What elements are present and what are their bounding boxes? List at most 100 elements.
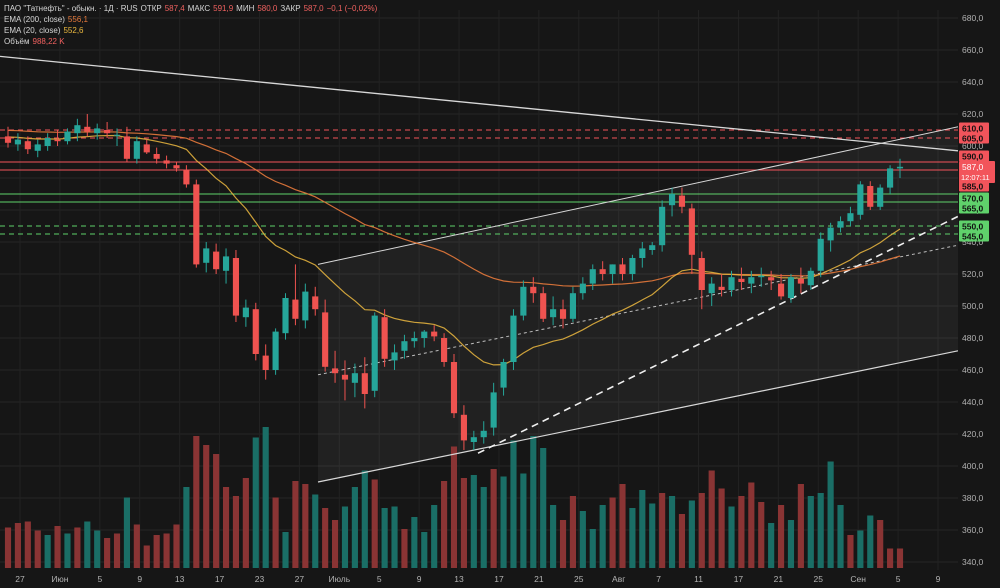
candle-down bbox=[331, 350, 339, 383]
volume-bar bbox=[341, 506, 349, 568]
volume-row[interactable]: Объём 988,22 K bbox=[4, 36, 377, 47]
ema20-row[interactable]: EMA (20, close) 552,6 bbox=[4, 25, 377, 36]
volume-bar bbox=[312, 494, 319, 568]
price-tick-label: 480,0 bbox=[962, 333, 984, 343]
volume-label: Объём bbox=[4, 37, 30, 46]
candle-up bbox=[222, 248, 230, 284]
volume-bar bbox=[4, 527, 12, 568]
channel-fill bbox=[318, 126, 958, 483]
candle-down bbox=[84, 114, 91, 137]
candle-down bbox=[312, 286, 319, 316]
volume-bar bbox=[282, 532, 289, 568]
volume-bar bbox=[14, 523, 21, 568]
candle-up bbox=[639, 242, 646, 268]
volume-bar bbox=[441, 481, 448, 568]
volume-bar bbox=[599, 505, 606, 568]
candle-body bbox=[629, 258, 636, 274]
candle-up bbox=[668, 187, 676, 217]
candle-body bbox=[213, 251, 220, 270]
candle-up bbox=[817, 232, 824, 278]
trend-lines bbox=[0, 55, 959, 483]
level-tag bbox=[959, 202, 989, 214]
channel-shading bbox=[318, 126, 958, 483]
time-tick-label: 7 bbox=[656, 574, 661, 584]
volume-bar bbox=[222, 487, 230, 568]
candle-body bbox=[84, 126, 91, 132]
price-tick-label: 340,0 bbox=[962, 557, 984, 567]
candle-down bbox=[431, 325, 438, 342]
volume-bar bbox=[411, 517, 418, 568]
candle-body bbox=[34, 144, 41, 151]
candle-down bbox=[232, 250, 240, 322]
candle-up bbox=[242, 299, 249, 327]
volume-bar bbox=[322, 508, 329, 568]
level-tag bbox=[959, 180, 989, 192]
volume-bar bbox=[351, 487, 358, 568]
volume-bar bbox=[242, 478, 249, 568]
current-price-label: 587,0 bbox=[962, 162, 984, 172]
price-tick-label: 520,0 bbox=[962, 269, 984, 279]
volume-bar bbox=[896, 548, 904, 568]
candle-down bbox=[193, 179, 200, 268]
candle-up bbox=[94, 123, 101, 140]
candle-body bbox=[14, 139, 21, 145]
volume-bar bbox=[470, 475, 477, 568]
time-tick-label: 21 bbox=[774, 574, 784, 584]
candle-body bbox=[252, 309, 259, 354]
low-label: МИН bbox=[236, 4, 255, 13]
candle-up bbox=[837, 216, 844, 233]
candle-up bbox=[847, 206, 854, 226]
volume-bar bbox=[559, 520, 567, 568]
candle-up bbox=[470, 430, 477, 450]
ema200-label: EMA (200, close) bbox=[4, 15, 65, 24]
candle-up bbox=[371, 312, 378, 398]
volume-bar bbox=[540, 448, 547, 568]
candle-body bbox=[748, 277, 755, 284]
time-tick-label: 11 bbox=[694, 574, 703, 584]
volume-bar bbox=[421, 532, 428, 568]
candle-body bbox=[123, 136, 131, 159]
time-tick-label: 9 bbox=[137, 574, 142, 584]
time-tick-label: 21 bbox=[534, 574, 544, 584]
volume-bar bbox=[688, 500, 695, 568]
candle-down bbox=[24, 136, 31, 154]
candle-down bbox=[797, 267, 804, 294]
candle-up bbox=[480, 421, 487, 444]
level-tag-label: 610,0 bbox=[962, 124, 984, 134]
time-tick-label: 17 bbox=[215, 574, 225, 584]
candle-up bbox=[807, 267, 814, 290]
candle-body bbox=[104, 130, 111, 134]
price-tick-label: 440,0 bbox=[962, 397, 984, 407]
symbol-title[interactable]: ПАО "Татнефть" - обыкн. · 1Д · RUS bbox=[4, 4, 138, 13]
ema200-row[interactable]: EMA (200, close) 556,1 bbox=[4, 14, 377, 25]
candle-down bbox=[104, 122, 111, 138]
candle-body bbox=[807, 270, 814, 286]
candle-up bbox=[550, 296, 557, 326]
candle-body bbox=[391, 352, 398, 361]
candle-body bbox=[183, 170, 190, 185]
candle-up bbox=[74, 118, 81, 142]
price-tick-label: 540,0 bbox=[962, 237, 984, 247]
price-tick-label: 600,0 bbox=[962, 141, 984, 151]
price-tick-label: 620,0 bbox=[962, 109, 984, 119]
volume-bar bbox=[232, 496, 240, 568]
volume-bar bbox=[837, 505, 844, 568]
time-tick-label: 27 bbox=[295, 574, 305, 584]
high-value: 591,9 bbox=[213, 4, 234, 13]
candle-down bbox=[252, 302, 259, 361]
candle-body bbox=[877, 187, 884, 207]
candle-down bbox=[381, 309, 388, 367]
volume-bar bbox=[450, 446, 458, 568]
volume-bar bbox=[768, 523, 775, 568]
volume-bar bbox=[84, 521, 91, 568]
candle-body bbox=[887, 168, 894, 188]
volume-bar bbox=[609, 497, 616, 568]
candle-body bbox=[381, 317, 388, 359]
candle-up bbox=[133, 136, 140, 164]
candle-body bbox=[54, 139, 61, 142]
volume-bar bbox=[381, 508, 388, 568]
candle-up bbox=[500, 358, 507, 396]
candle-body bbox=[520, 286, 527, 316]
candle-body bbox=[470, 437, 477, 442]
